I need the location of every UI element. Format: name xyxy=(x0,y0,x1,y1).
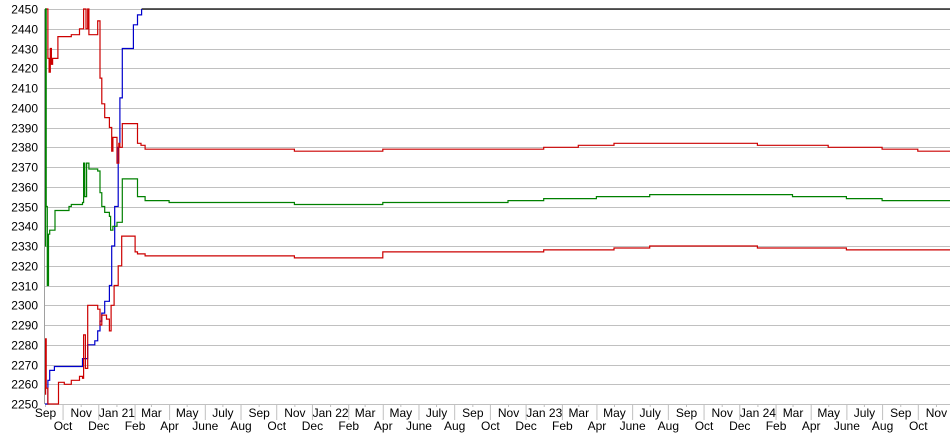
y-tick-label: 2390 xyxy=(11,122,38,136)
x-tick-label: Mar xyxy=(141,406,162,420)
x-tick-label: Apr xyxy=(588,419,607,433)
y-tick-label: 2420 xyxy=(11,62,38,76)
y-tick-label: 2370 xyxy=(11,161,38,175)
x-tick-label: Feb xyxy=(766,419,787,433)
series-line-4 xyxy=(45,235,950,405)
y-tick-label: 2380 xyxy=(11,141,38,155)
x-tick-label: Nov xyxy=(284,406,305,420)
y-tick-label: 2290 xyxy=(11,319,38,333)
x-tick-label: Feb xyxy=(552,419,573,433)
series-line-3 xyxy=(45,8,950,287)
x-tick-label: May xyxy=(603,406,626,420)
x-tick-label: Sep xyxy=(676,406,698,420)
y-tick-label: 2280 xyxy=(11,339,38,353)
x-tick-label: Nov xyxy=(498,406,519,420)
x-tick-label: Dec xyxy=(729,419,750,433)
y-tick-label: 2440 xyxy=(11,23,38,37)
x-tick-label: Mar xyxy=(783,406,804,420)
y-tick-label: 2400 xyxy=(11,102,38,116)
x-tick-label: July xyxy=(212,406,233,420)
x-tick-label: Oct xyxy=(695,419,714,433)
x-tick-label: Sep xyxy=(890,406,912,420)
series-line-2 xyxy=(45,8,950,164)
x-tick-label: Aug xyxy=(444,419,465,433)
x-tick-label: June xyxy=(834,419,860,433)
x-tick-label: Oct xyxy=(909,419,928,433)
y-tick-label: 2260 xyxy=(11,378,38,392)
x-tick-label: May xyxy=(817,406,840,420)
x-tick-label: Sep xyxy=(248,406,270,420)
y-tick-label: 2360 xyxy=(11,181,38,195)
y-tick-label: 2310 xyxy=(11,280,38,294)
x-tick-label: June xyxy=(406,419,432,433)
y-tick-label: 2320 xyxy=(11,260,38,274)
gridlines xyxy=(45,9,950,405)
x-tick-label: Oct xyxy=(54,419,73,433)
x-tick-label: June xyxy=(192,419,218,433)
y-tick-label: 2430 xyxy=(11,43,38,57)
y-axis: 2250 2260 2270 2280 2290 2300 2310 2320 2330 2340… xyxy=(11,3,45,412)
y-tick-label: 2340 xyxy=(11,220,38,234)
y-tick-label: 2350 xyxy=(11,201,38,215)
x-tick-label: Feb xyxy=(125,419,146,433)
x-tick-label: Jan 24 xyxy=(740,406,776,420)
x-tick-label: Sep xyxy=(35,406,57,420)
x-tick-label: Nov xyxy=(926,406,947,420)
x-tick-label: July xyxy=(426,406,447,420)
series-lines xyxy=(45,8,950,405)
x-tick-label: Dec xyxy=(302,419,323,433)
x-tick-label: Nov xyxy=(712,406,733,420)
y-tick-label: 2250 xyxy=(11,398,38,412)
y-tick-label: 2410 xyxy=(11,82,38,96)
x-tick-label: July xyxy=(640,406,661,420)
x-tick-label: June xyxy=(620,419,646,433)
y-tick-label: 2330 xyxy=(11,240,38,254)
x-tick-label: Jan 22 xyxy=(313,406,349,420)
x-tick-label: Feb xyxy=(338,419,359,433)
x-tick-label: Dec xyxy=(88,419,109,433)
x-tick-label: Apr xyxy=(374,419,393,433)
x-tick-label: Jan 23 xyxy=(526,406,562,420)
x-tick-label: Nov xyxy=(71,406,92,420)
x-tick-label: Apr xyxy=(160,419,179,433)
x-tick-label: Aug xyxy=(658,419,679,433)
x-tick-label: Apr xyxy=(802,419,821,433)
y-tick-label: 2300 xyxy=(11,299,38,313)
series-line-1 xyxy=(45,9,143,405)
x-tick-label: Oct xyxy=(267,419,286,433)
y-tick-label: 2450 xyxy=(11,3,38,17)
x-tick-label: May xyxy=(389,406,412,420)
x-tick-label: May xyxy=(176,406,199,420)
x-tick-label: Mar xyxy=(355,406,376,420)
x-tick-label: July xyxy=(854,406,875,420)
x-tick-label: Sep xyxy=(462,406,484,420)
x-tick-label: Aug xyxy=(872,419,893,433)
y-tick-label: 2270 xyxy=(11,359,38,373)
x-tick-label: Dec xyxy=(515,419,536,433)
x-tick-label: Jan 21 xyxy=(99,406,135,420)
x-tick-label: Oct xyxy=(481,419,500,433)
x-tick-label: Mar xyxy=(568,406,589,420)
x-tick-label: Aug xyxy=(230,419,251,433)
